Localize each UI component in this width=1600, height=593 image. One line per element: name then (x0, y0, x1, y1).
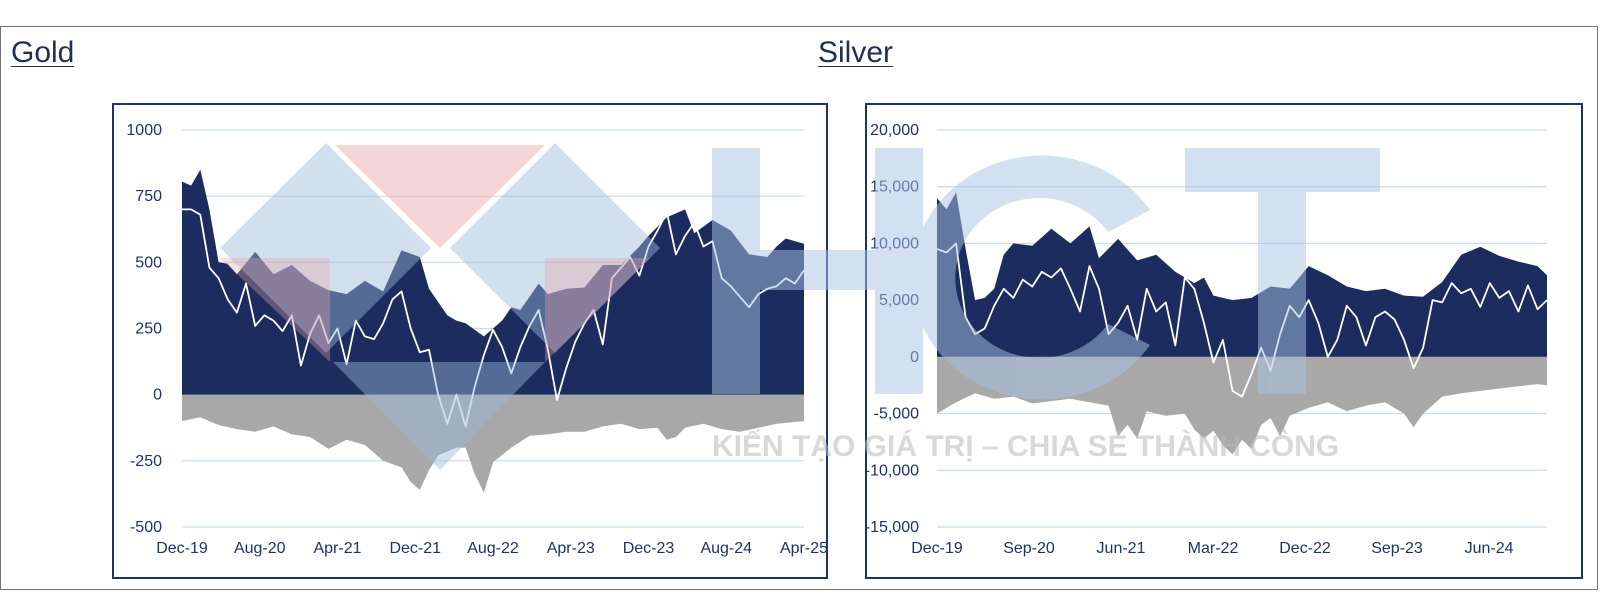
x-tick-label: Mar-22 (1188, 540, 1239, 557)
gold-chart-panel: 1000 750 500 250 0 -250 -500 Dec-19 Aug-20 Apr-21… (112, 103, 828, 579)
y-tick-label: 750 (135, 188, 162, 205)
x-tick-label: Dec-19 (911, 540, 963, 557)
net-positions-line (182, 208, 805, 428)
x-tick-label: Sep-23 (1371, 540, 1423, 557)
silver-chart: 20,000 15,000 10,000 5,000 0 -5,000 -10,000 -15… (867, 122, 1548, 557)
x-tick-label: Aug-22 (467, 540, 519, 557)
x-tick-label: Dec-22 (1279, 540, 1331, 557)
x-tick-label: Apr-25 (780, 540, 826, 557)
y-tick-label: 20,000 (870, 122, 919, 139)
y-tick-label: 15,000 (870, 179, 919, 196)
x-tick-label: Aug-20 (234, 540, 286, 557)
x-tick-label: Dec-21 (389, 540, 441, 557)
x-tick-label: Aug-24 (700, 540, 752, 557)
short-positions-area (937, 356, 1547, 455)
y-tick-label: -5,000 (874, 406, 919, 423)
long-positions-area (182, 169, 804, 395)
long-positions-area (937, 192, 1547, 357)
y-tick-label: 500 (135, 254, 162, 271)
gold-heading: Gold (11, 36, 75, 69)
short-positions-area (182, 394, 804, 493)
page-frame (0, 26, 1598, 590)
x-tick-label: Apr-21 (313, 540, 361, 557)
y-tick-label: 1000 (126, 122, 162, 139)
x-tick-label: Sep-20 (1003, 540, 1055, 557)
gold-chart: 1000 750 500 250 0 -250 -500 Dec-19 Aug-20 Apr-21… (126, 122, 826, 557)
x-tick-label: Dec-19 (156, 540, 208, 557)
x-tick-label: Jun-24 (1465, 540, 1514, 557)
x-tick-label: Dec-23 (623, 540, 675, 557)
silver-heading: Silver (818, 36, 894, 69)
y-tick-label: 10,000 (870, 235, 919, 252)
y-tick-label: -15,000 (867, 519, 919, 536)
y-tick-label: 0 (153, 387, 162, 404)
y-tick-label: -10,000 (867, 462, 919, 479)
y-tick-label: -250 (130, 453, 162, 470)
silver-chart-panel: 20,000 15,000 10,000 5,000 0 -5,000 -10,000 -15… (865, 103, 1583, 579)
y-tick-label: -500 (130, 519, 162, 536)
x-tick-label: Apr-23 (547, 540, 595, 557)
x-tick-label: Jun-21 (1097, 540, 1146, 557)
y-tick-label: 0 (910, 349, 919, 366)
y-tick-label: 5,000 (879, 292, 919, 309)
y-tick-label: 250 (135, 321, 162, 338)
